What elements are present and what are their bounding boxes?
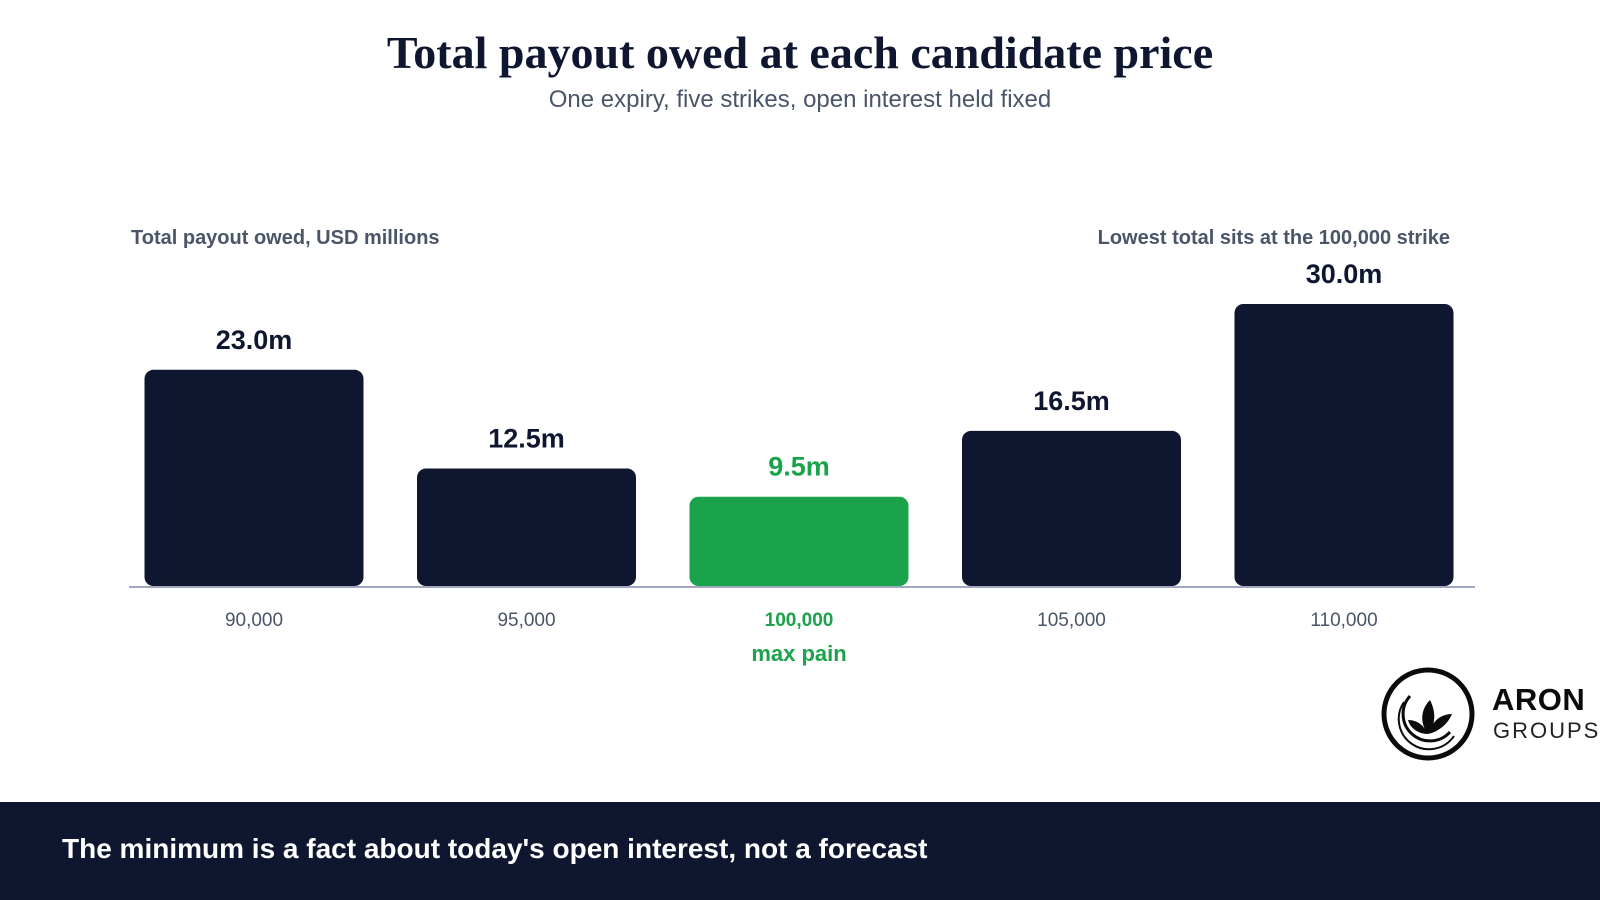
tick-label-3: 105,000 [1037,610,1106,631]
value-label-3: 16.5m [1033,386,1110,416]
chart-subtitle: One expiry, five strikes, open interest … [548,86,1052,113]
tick-label-1: 95,000 [497,610,555,631]
logo-subtext: GROUPS [1493,718,1600,743]
footer-bar: The minimum is a fact about today's open… [0,802,1600,900]
value-label-0: 23.0m [216,325,293,355]
footer-text: The minimum is a fact about today's open… [62,833,928,864]
chart-title: Total payout owed at each candidate pric… [386,27,1214,78]
bar-4 [1234,304,1454,586]
value-label-2: 9.5m [768,452,830,482]
bar-1 [417,468,636,586]
logo: ARON GROUPS [1380,666,1598,766]
y-axis-label: Total payout owed, USD millions [131,227,440,249]
tick-label-4: 110,000 [1310,610,1377,631]
bar-2 [689,496,909,586]
max-pain-label: max pain [751,641,846,666]
bar-3 [962,430,1181,586]
annotation-text: Lowest total sits at the 100,000 strike [1098,227,1450,249]
tick-label-0: 90,000 [225,610,283,631]
value-label-4: 30.0m [1306,259,1383,289]
value-label-1: 12.5m [488,424,565,454]
logo-brand: ARON [1492,682,1586,717]
bar-0 [144,369,364,586]
bars-group: 23.0m 90,000 12.5m 95,000 9.5m 100,000 max pai… [144,259,1454,666]
tick-label-2: 100,000 [765,610,834,631]
leaf-emblem-icon [1381,667,1475,761]
bar-chart: Total payout owed, USD millions Lowest t… [129,227,1475,666]
